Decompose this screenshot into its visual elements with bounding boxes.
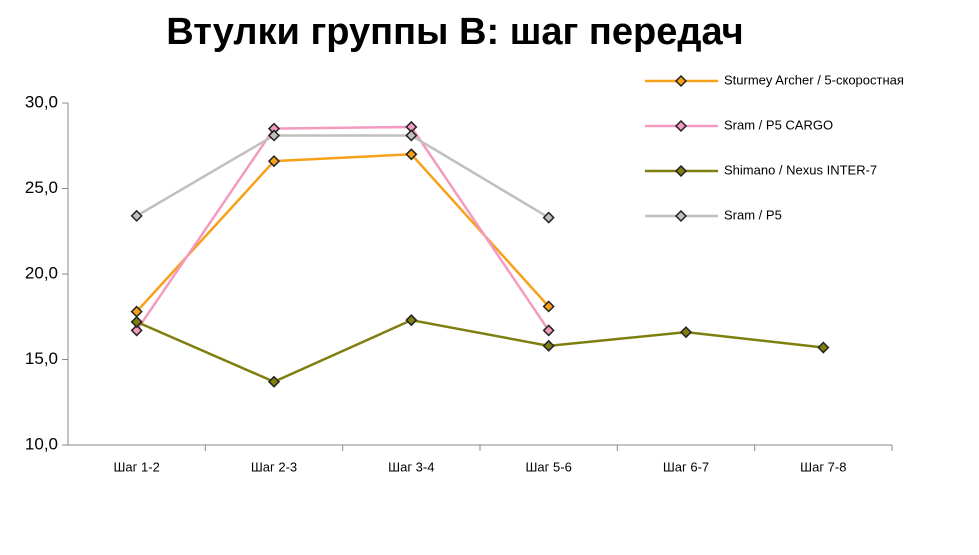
marker bbox=[405, 148, 418, 161]
series-line bbox=[135, 153, 550, 313]
marker bbox=[542, 300, 555, 313]
legend-label: Shimano / Nexus INTER-7 bbox=[724, 162, 877, 177]
marker bbox=[405, 314, 418, 327]
x-tick-label: Шаг 7-8 bbox=[800, 459, 846, 474]
marker bbox=[542, 339, 555, 352]
marker bbox=[405, 129, 418, 142]
marker bbox=[542, 211, 555, 224]
legend-label: Sturmey Archer / 5-скоростная bbox=[724, 72, 904, 87]
y-tick-label: 15,0 bbox=[25, 349, 58, 368]
y-tick-label: 10,0 bbox=[25, 434, 58, 453]
legend-marker bbox=[674, 74, 688, 88]
legend-marker bbox=[674, 209, 688, 223]
legend-marker bbox=[674, 119, 688, 133]
marker bbox=[130, 315, 143, 328]
marker bbox=[679, 326, 693, 339]
marker bbox=[267, 129, 281, 142]
legend-marker bbox=[674, 164, 688, 178]
legend-label: Sram / P5 bbox=[724, 207, 782, 222]
marker bbox=[267, 375, 281, 388]
x-tick-label: Шаг 5-6 bbox=[526, 459, 572, 474]
series-line bbox=[135, 125, 550, 332]
series-line bbox=[136, 318, 824, 384]
marker bbox=[542, 324, 555, 337]
y-tick-label: 30,0 bbox=[25, 92, 58, 111]
marker bbox=[130, 324, 143, 337]
series-line bbox=[136, 134, 550, 219]
x-tick-label: Шаг 1-2 bbox=[114, 459, 160, 474]
marker bbox=[817, 341, 830, 354]
marker bbox=[267, 155, 281, 168]
chart-title: Втулки группы В: шаг передач bbox=[166, 11, 743, 53]
marker bbox=[130, 209, 143, 222]
x-tick-label: Шаг 3-4 bbox=[388, 459, 434, 474]
x-tick-label: Шаг 2-3 bbox=[251, 459, 297, 474]
y-tick-label: 20,0 bbox=[25, 263, 58, 282]
x-tick-label: Шаг 6-7 bbox=[663, 459, 709, 474]
legend-label: Sram / P5 CARGO bbox=[724, 117, 833, 132]
y-tick-label: 25,0 bbox=[25, 178, 58, 197]
